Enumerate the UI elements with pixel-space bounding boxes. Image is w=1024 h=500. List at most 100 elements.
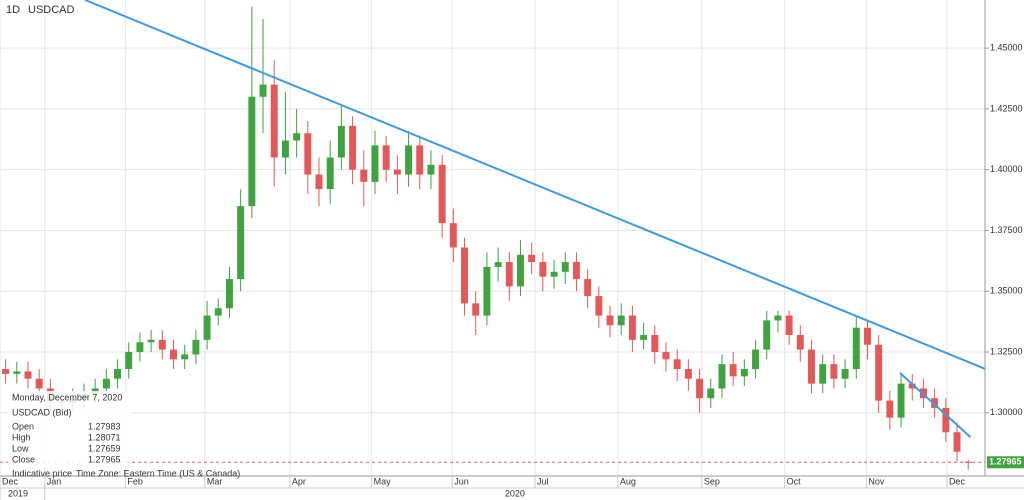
candle-body (349, 125, 357, 170)
info-panel: Monday, December 7, 2020 USDCAD (Bid) In… (8, 391, 240, 478)
candle-body (617, 315, 625, 326)
candle-body (718, 364, 726, 389)
candle-body (393, 169, 401, 175)
candle-body (461, 247, 468, 304)
candle-body (584, 279, 592, 297)
candle-body (796, 334, 804, 350)
candle-body (707, 388, 715, 399)
candle-body (572, 262, 580, 280)
interval: 1D (6, 4, 20, 16)
y-tick-label: 1.32500 (990, 346, 1023, 356)
panel-bg (8, 391, 132, 467)
x-tick-label: May (374, 476, 392, 486)
candle-body (237, 206, 245, 280)
candle-body (192, 339, 200, 355)
candle-body (942, 407, 950, 433)
candle-body (382, 145, 390, 170)
candle-body (651, 334, 659, 353)
candle-body (752, 349, 760, 370)
candle-body (897, 383, 905, 418)
candle-body (483, 266, 491, 316)
candle-body (539, 262, 547, 277)
candle-body (326, 157, 334, 190)
plot-area (0, 0, 985, 470)
candle-body (908, 383, 916, 389)
candle-body (259, 84, 267, 97)
candle-body (427, 164, 435, 175)
panel-row-label: Close (12, 454, 35, 464)
panel-row-value: 1.27965 (88, 454, 121, 464)
candle-body (595, 296, 603, 316)
candle-body (170, 349, 177, 360)
panel-row-label: Low (12, 443, 29, 453)
x-tick-label: Apr (292, 476, 306, 486)
candle-body (852, 327, 860, 370)
panel-row-value: 1.27659 (88, 443, 121, 453)
candle-body (270, 84, 278, 158)
candle-body (147, 339, 155, 343)
candle-body (528, 254, 536, 263)
x-tick-label: Feb (127, 476, 143, 486)
panel-row-label: Open (12, 421, 34, 431)
candle-body (102, 378, 110, 389)
candle-body (561, 262, 569, 272)
x-tick-label: Nov (868, 476, 885, 486)
x-tick-label: Dec (949, 476, 966, 486)
candle-body (729, 364, 737, 377)
panel-row-label: High (12, 432, 31, 442)
panel-date: Monday, December 7, 2020 (12, 392, 122, 402)
candle-body (405, 145, 413, 175)
x-tick-label: Oct (787, 476, 802, 486)
candle-body (662, 352, 670, 360)
year-label: 2020 (505, 488, 525, 498)
trend-line (84, 0, 985, 370)
y-tick-label: 1.42500 (990, 103, 1023, 113)
candle-body (640, 334, 648, 340)
candle-body (438, 164, 446, 224)
candle-body (24, 371, 32, 379)
candle-body (449, 223, 457, 248)
candle-body (158, 339, 166, 350)
y-tick-label: 1.30000 (990, 407, 1023, 417)
candle-body (606, 315, 614, 326)
candle-body (136, 342, 144, 353)
candle-body (875, 344, 883, 401)
candle-body (114, 369, 121, 379)
candle-body (886, 400, 894, 418)
candle-body (248, 96, 256, 207)
chart-title: USDCAD (28, 4, 75, 16)
candle-body (673, 359, 681, 370)
last-price-label: 1.27965 (989, 457, 1022, 467)
panel-row-value: 1.28071 (88, 432, 121, 442)
candle-body (315, 174, 323, 190)
panel-symbol: USDCAD (Bid) (12, 407, 72, 417)
candle-body (841, 369, 849, 379)
candle-body (304, 133, 312, 175)
candle-body (13, 371, 21, 374)
last-price-box (987, 456, 1024, 469)
x-tick-label: Jan (47, 476, 62, 486)
panel-timezone: Time Zone: Eastern Time (US & Canada) (76, 468, 240, 478)
candle-body (494, 262, 502, 267)
candle-body (740, 369, 748, 377)
candle-body (505, 262, 513, 287)
candle-body (931, 398, 939, 408)
candle-body (684, 369, 692, 379)
x-tick-label: Jul (537, 476, 549, 486)
candle-body (628, 315, 636, 340)
x-tick-label: Dec (2, 476, 19, 486)
candle-body (35, 378, 43, 389)
candle-body (371, 145, 379, 182)
candle-body (2, 369, 10, 374)
candle-body (337, 125, 345, 158)
panel-note: Indicative price (12, 468, 72, 478)
candle-body (763, 320, 771, 350)
candle-body (203, 315, 211, 340)
candle-body (864, 327, 871, 345)
x-tick-label: Sep (704, 476, 720, 486)
candle-body (293, 133, 301, 141)
candle-body (819, 364, 827, 384)
